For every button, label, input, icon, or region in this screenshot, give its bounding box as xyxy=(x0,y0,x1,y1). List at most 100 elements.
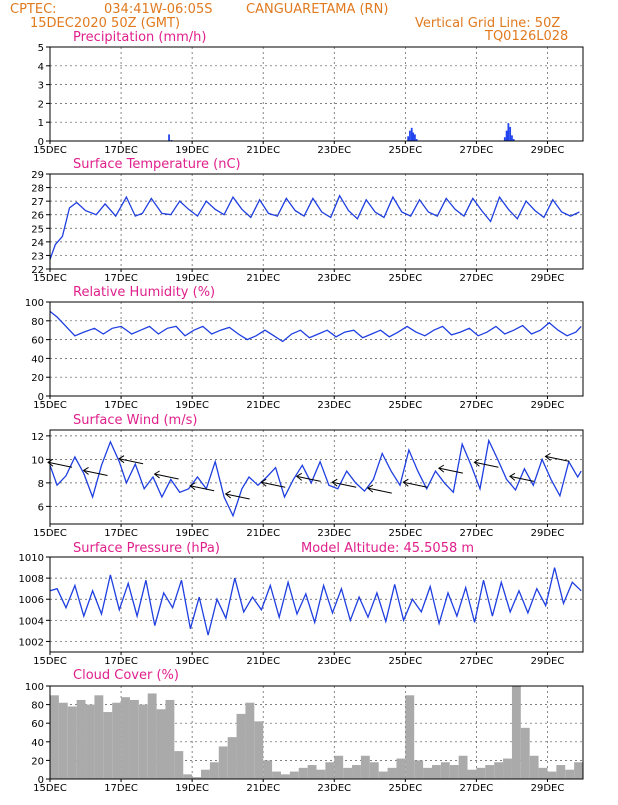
wind-arrow xyxy=(118,458,144,465)
precipitation-frame xyxy=(49,46,584,142)
humidity-ytick-label: 0 xyxy=(38,392,44,403)
pressure-xtick-label: 17DEC xyxy=(104,656,138,667)
cloud-ytick-label: 40 xyxy=(31,738,44,749)
model-altitude: Model Altitude: 45.5058 m xyxy=(301,541,474,556)
wind-arrowhead xyxy=(82,467,89,475)
temperature-ytick-label: 29 xyxy=(31,170,44,181)
cloud-bar xyxy=(183,774,193,779)
cloud-bar xyxy=(352,765,361,779)
pressure-xtick-label: 29DEC xyxy=(531,656,565,667)
precipitation-bar xyxy=(507,123,510,141)
cloud-bar xyxy=(298,767,308,779)
cloud-bar xyxy=(440,762,450,779)
pressure-ytick-label: 1010 xyxy=(19,553,44,564)
cloud-bar xyxy=(334,755,344,779)
pressure-xtick-label: 21DEC xyxy=(246,656,280,667)
wind-arrow xyxy=(367,487,392,494)
cloud-bar xyxy=(201,769,210,779)
wind-arrowhead xyxy=(47,458,54,467)
header-city: CANGUARETAMA (RN) xyxy=(246,2,388,17)
pressure-ytick-label: 1008 xyxy=(19,574,44,585)
cloud-bar xyxy=(387,767,397,779)
temperature-frame xyxy=(49,173,584,270)
humidity-xtick-label: 25DEC xyxy=(388,400,422,411)
pressure-ytick-label: 1004 xyxy=(19,616,44,627)
cloud-bar xyxy=(520,727,530,779)
precipitation-title: Precipitation (mm/h) xyxy=(73,30,206,45)
humidity-title: Relative Humidity (%) xyxy=(73,285,215,300)
precipitation-xtick-label: 17DEC xyxy=(104,145,138,156)
wind-arrowhead xyxy=(437,464,445,473)
cloud-bar xyxy=(227,737,237,779)
wind-arrowhead xyxy=(366,484,374,493)
cloud-bar xyxy=(289,771,299,779)
header-code: TQ0126L028 xyxy=(484,29,568,44)
cloud-bar xyxy=(263,760,273,779)
temperature-xtick-label: 21DEC xyxy=(246,273,280,284)
wind-panel: 12 10 8 6 15DEC 17DEC 19DEC 21DEC 23DEC 25DEC 27DE… xyxy=(31,413,584,539)
pressure-xtick-label: 23DEC xyxy=(317,656,351,667)
precipitation-ytick-label: 2 xyxy=(38,99,44,110)
humidity-frame xyxy=(49,301,584,397)
wind-xtick-label: 25DEC xyxy=(388,528,422,539)
precipitation-ytick-label: 1 xyxy=(38,118,44,129)
wind-ytick-label: 10 xyxy=(31,455,44,466)
temperature-ytick-label: 22 xyxy=(31,265,44,276)
wind-arrow xyxy=(403,481,428,488)
wind-xtick-label: 17DEC xyxy=(104,528,138,539)
cloud-bar xyxy=(503,758,512,779)
wind-ytick-label: 12 xyxy=(31,432,44,443)
wind-xtick-label: 27DEC xyxy=(460,528,494,539)
wind-arrowhead xyxy=(118,455,125,464)
cloud-ytick-label: 100 xyxy=(25,682,44,693)
wind-xtick-label: 29DEC xyxy=(531,528,565,539)
precipitation-bar xyxy=(505,130,508,141)
humidity-xtick-label: 29DEC xyxy=(531,400,565,411)
cloud-bar xyxy=(449,765,459,779)
temperature-xtick-label: 15DEC xyxy=(33,273,67,284)
temperature-ytick-label: 24 xyxy=(31,238,44,249)
temperature-ytick-label: 28 xyxy=(31,184,44,195)
temperature-xtick-label: 25DEC xyxy=(388,273,422,284)
pressure-xtick-label: 19DEC xyxy=(175,656,209,667)
cloud-xtick-label: 29DEC xyxy=(531,783,565,794)
cloud-ytick-label: 0 xyxy=(38,775,44,786)
precipitation-ytick-label: 5 xyxy=(38,43,44,54)
cloud-bar xyxy=(209,762,219,779)
cloud-bar xyxy=(538,767,548,779)
cloud-bar xyxy=(547,771,557,779)
wind-arrow xyxy=(225,493,250,500)
precipitation-bar xyxy=(407,136,410,141)
cloud-bar xyxy=(476,767,486,779)
wind-arrow xyxy=(261,481,286,488)
cloud-bar xyxy=(254,721,264,779)
cloud-bar xyxy=(458,755,468,779)
cloud-ytick-label: 20 xyxy=(31,756,44,767)
cloud-bar xyxy=(369,762,379,779)
cloud-bar xyxy=(58,702,68,779)
pressure-panel: 1010 1008 1006 1004 1002 15DEC 17DEC 19DEC 21DEC… xyxy=(19,541,584,667)
wind-arrowhead xyxy=(295,472,303,481)
cloud-ytick-label: 60 xyxy=(31,719,44,730)
wind-arrow xyxy=(296,475,321,482)
cloud-bar xyxy=(76,699,86,779)
cloud-bar xyxy=(574,762,583,779)
humidity-xtick-label: 17DEC xyxy=(104,400,138,411)
cloud-xtick-label: 25DEC xyxy=(388,783,422,794)
cloud-bar xyxy=(316,769,326,779)
wind-arrowhead xyxy=(260,478,267,487)
wind-title: Surface Wind (m/s) xyxy=(73,413,197,428)
precipitation-ytick-label: 4 xyxy=(38,62,44,73)
precipitation-bar xyxy=(410,127,413,141)
pressure-title: Surface Pressure (hPa) xyxy=(73,541,220,556)
header-grid-note: Vertical Grid Line: 50Z xyxy=(415,16,560,31)
wind-arrow xyxy=(545,455,570,462)
humidity-xtick-label: 27DEC xyxy=(460,400,494,411)
cloud-bar xyxy=(494,762,504,779)
humidity-xtick-label: 15DEC xyxy=(33,400,67,411)
pressure-xtick-label: 27DEC xyxy=(460,656,494,667)
wind-arrowhead xyxy=(473,458,480,467)
